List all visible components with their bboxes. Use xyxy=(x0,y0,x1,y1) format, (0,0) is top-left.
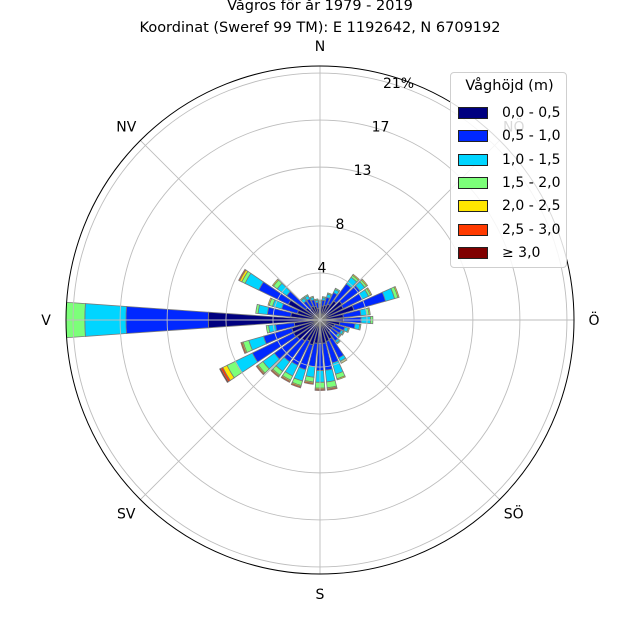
legend-label: 2,5 - 3,0 xyxy=(502,221,561,238)
legend-swatch xyxy=(458,107,488,119)
bar-dir-310-bin-4 xyxy=(271,278,280,287)
bar-dir-250-bin-5 xyxy=(240,341,247,355)
legend-swatch xyxy=(458,223,488,236)
bar-dir-170-bin-2 xyxy=(324,368,336,383)
legend-label: 0,5 - 1,0 xyxy=(502,128,561,145)
bar-dir-140-bin-3 xyxy=(336,339,341,345)
bar-dir-260-bin-3 xyxy=(265,324,271,334)
radial-tick-label-4: 21% xyxy=(383,76,414,92)
bar-dir-280-bin-2 xyxy=(257,304,270,315)
bar-dir-160-bin-4 xyxy=(336,375,346,381)
grid-spoke-3 xyxy=(319,319,500,500)
radial-tick-label-3: 17 xyxy=(372,119,390,135)
legend-title: Våghöjd (m) xyxy=(465,78,554,94)
legend-entry: 1,5 - 2,0 xyxy=(458,173,560,193)
direction-label-2: Ö xyxy=(588,311,599,329)
legend-label: 1,5 - 2,0 xyxy=(502,174,561,191)
direction-label-0: N xyxy=(315,39,325,55)
bar-dir-190-bin-5 xyxy=(303,381,314,385)
bar-dir-200-bin-5 xyxy=(290,382,302,389)
legend-swatch xyxy=(458,246,488,259)
bar-dir-60-bin-4 xyxy=(366,287,373,296)
bar-dir-130-bin-3 xyxy=(337,333,342,339)
bar-dir-300-bin-5 xyxy=(238,268,247,282)
legend-swatch xyxy=(458,153,488,166)
legend-entry: 1,0 - 1,5 xyxy=(458,150,560,170)
bars-layer xyxy=(66,268,400,391)
bar-dir-20-bin-3 xyxy=(326,292,333,296)
bar-dir-220-bin-5 xyxy=(270,369,280,378)
bar-dir-170-bin-5 xyxy=(326,386,338,391)
bar-dir-210-bin-5 xyxy=(280,375,291,383)
grid-spoke-7 xyxy=(140,140,321,321)
bar-dir-190-bin-2 xyxy=(305,365,316,378)
bar-dir-70-bin-4 xyxy=(393,285,400,299)
legend-label: 2,0 - 2,5 xyxy=(502,198,561,215)
legend-entry: 2,5 - 3,0 xyxy=(458,220,560,240)
plot-outline xyxy=(65,65,575,575)
bar-dir-280-bin-3 xyxy=(255,303,261,314)
legend-label: ≥ 3,0 xyxy=(502,244,541,261)
bar-dir-230-bin-5 xyxy=(255,365,265,376)
bar-dir-100-bin-3 xyxy=(358,323,362,331)
radial-tick-label-0: 4 xyxy=(318,261,327,277)
legend-entry: 2,0 - 2,5 xyxy=(458,196,560,216)
bar-dir-40-bin-4 xyxy=(351,273,360,281)
radial-tick-label-1: 8 xyxy=(336,217,345,233)
legend-swatch xyxy=(458,130,488,143)
direction-label-7: NV xyxy=(116,119,136,135)
legend-entry: ≥ 3,0 xyxy=(458,243,540,263)
radial-tick-label-2: 13 xyxy=(354,163,372,179)
bar-dir-30-bin-3 xyxy=(334,287,341,293)
direction-label-6: V xyxy=(41,313,51,329)
legend-label: 1,0 - 1,5 xyxy=(502,151,561,168)
bar-dir-10-bin-3 xyxy=(321,296,327,299)
bar-dir-80-bin-4 xyxy=(367,307,371,316)
legend-entry: 0,5 - 1,0 xyxy=(458,126,560,146)
chart-subtitle: Koordinat (Sweref 99 TM): E 1192642, N 6… xyxy=(139,20,501,36)
bar-dir-290-bin-4 xyxy=(267,297,273,306)
bar-dir-320-bin-3 xyxy=(299,296,305,302)
direction-label-3: SÖ xyxy=(504,505,524,523)
bar-dir-110-bin-3 xyxy=(346,327,350,333)
bar-dir-50-bin-4 xyxy=(360,278,369,287)
direction-label-4: S xyxy=(316,587,325,603)
bar-dir-350-bin-3 xyxy=(314,298,319,302)
bar-dir-340-bin-3 xyxy=(309,295,315,300)
legend-entry: 0,0 - 0,5 xyxy=(458,103,560,123)
direction-label-5: SV xyxy=(117,507,136,523)
bar-dir-330-bin-3 xyxy=(303,294,309,299)
grid-layer xyxy=(65,65,575,575)
chart-title: Vågros för år 1979 - 2019 xyxy=(227,0,413,14)
legend-swatch xyxy=(458,200,488,213)
legend-label: 0,0 - 0,5 xyxy=(502,105,561,121)
grid-spoke-5 xyxy=(140,319,321,500)
bar-dir-120-bin-3 xyxy=(340,330,345,336)
bar-dir-240-bin-6 xyxy=(219,367,229,384)
legend: Våghöjd (m) 0,0 - 0,5 0,5 - 1,0 1,0 - 1,5 1… xyxy=(450,72,567,268)
legend-swatch xyxy=(458,176,488,189)
